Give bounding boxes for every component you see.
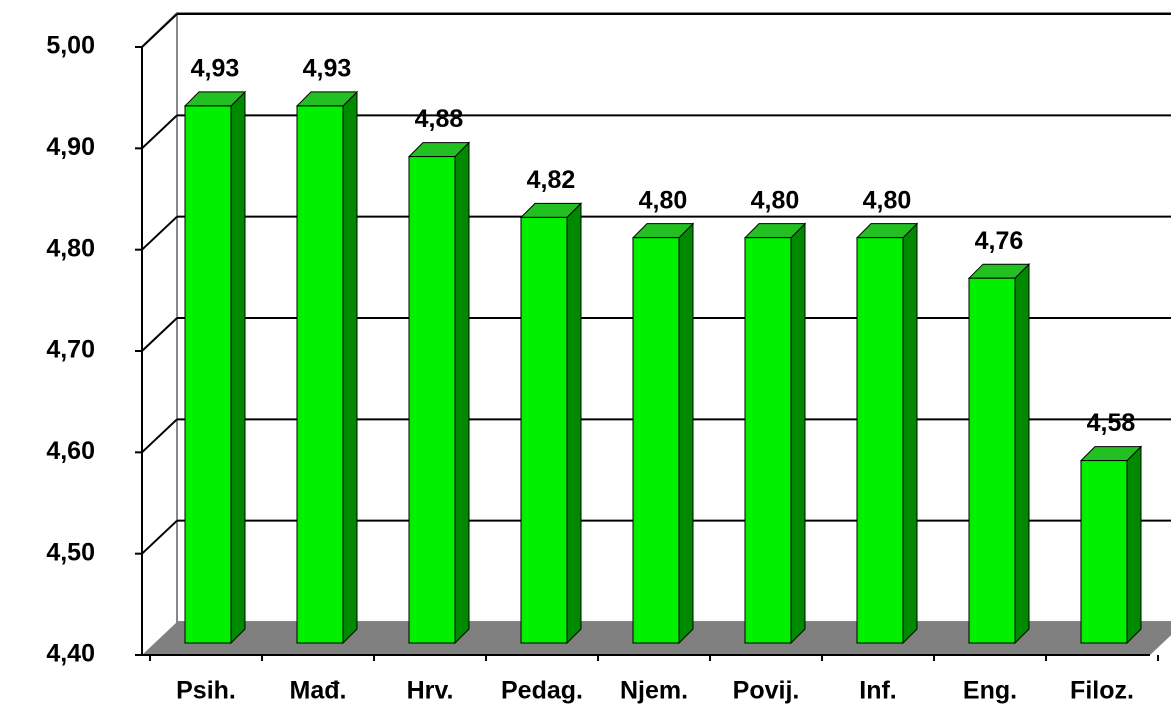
bar xyxy=(184,105,232,644)
bar-side xyxy=(566,202,582,645)
data-label: 4,58 xyxy=(1087,409,1136,437)
data-label: 4,93 xyxy=(303,55,352,83)
grid-line xyxy=(141,418,178,454)
bar xyxy=(408,156,456,644)
bar-side xyxy=(342,90,358,645)
bar-side xyxy=(1126,445,1142,645)
x-tick-label: Inf. xyxy=(859,677,897,705)
x-tick-label: Psih. xyxy=(176,677,236,705)
data-label: 4,88 xyxy=(415,105,464,133)
bar-side xyxy=(230,90,246,645)
x-tick-label: Eng. xyxy=(963,677,1017,705)
grid-line xyxy=(141,215,178,251)
data-label: 4,80 xyxy=(751,186,800,214)
data-label: 4,80 xyxy=(863,186,912,214)
bar-side xyxy=(1014,262,1030,645)
data-label: 4,82 xyxy=(527,166,576,194)
grid-line xyxy=(141,114,178,150)
bar xyxy=(520,216,568,644)
bar xyxy=(968,277,1016,644)
bar xyxy=(856,237,904,644)
bar xyxy=(744,237,792,644)
y-tick-label: 4,60 xyxy=(46,437,95,465)
x-tick-label: Mađ. xyxy=(290,677,347,705)
x-tick-label: Povij. xyxy=(733,677,800,705)
bar xyxy=(1080,460,1128,644)
data-label: 4,76 xyxy=(975,227,1024,255)
grid-line xyxy=(141,317,178,352)
bar xyxy=(632,237,680,644)
y-tick-label: 4,70 xyxy=(46,336,95,364)
x-tick-label: Filoz. xyxy=(1070,677,1134,705)
bar-side xyxy=(454,141,470,645)
grid-line xyxy=(141,519,178,555)
x-tick-label: Hrv. xyxy=(407,677,454,705)
bar xyxy=(296,105,344,644)
grid-line xyxy=(141,13,178,48)
data-label: 4,93 xyxy=(191,55,240,83)
y-tick-label: 4,80 xyxy=(46,234,95,262)
y-tick-label: 4,40 xyxy=(46,640,95,668)
x-tick-label: Njem. xyxy=(620,677,688,705)
bar-side xyxy=(790,222,806,645)
bar-side xyxy=(902,222,918,645)
y-tick-label: 4,90 xyxy=(46,133,95,161)
y-tick-label: 5,00 xyxy=(46,32,95,60)
y-tick-label: 4,50 xyxy=(46,538,95,566)
bar-side xyxy=(678,222,694,645)
data-label: 4,80 xyxy=(639,186,688,214)
x-tick-label: Pedag. xyxy=(501,677,583,705)
